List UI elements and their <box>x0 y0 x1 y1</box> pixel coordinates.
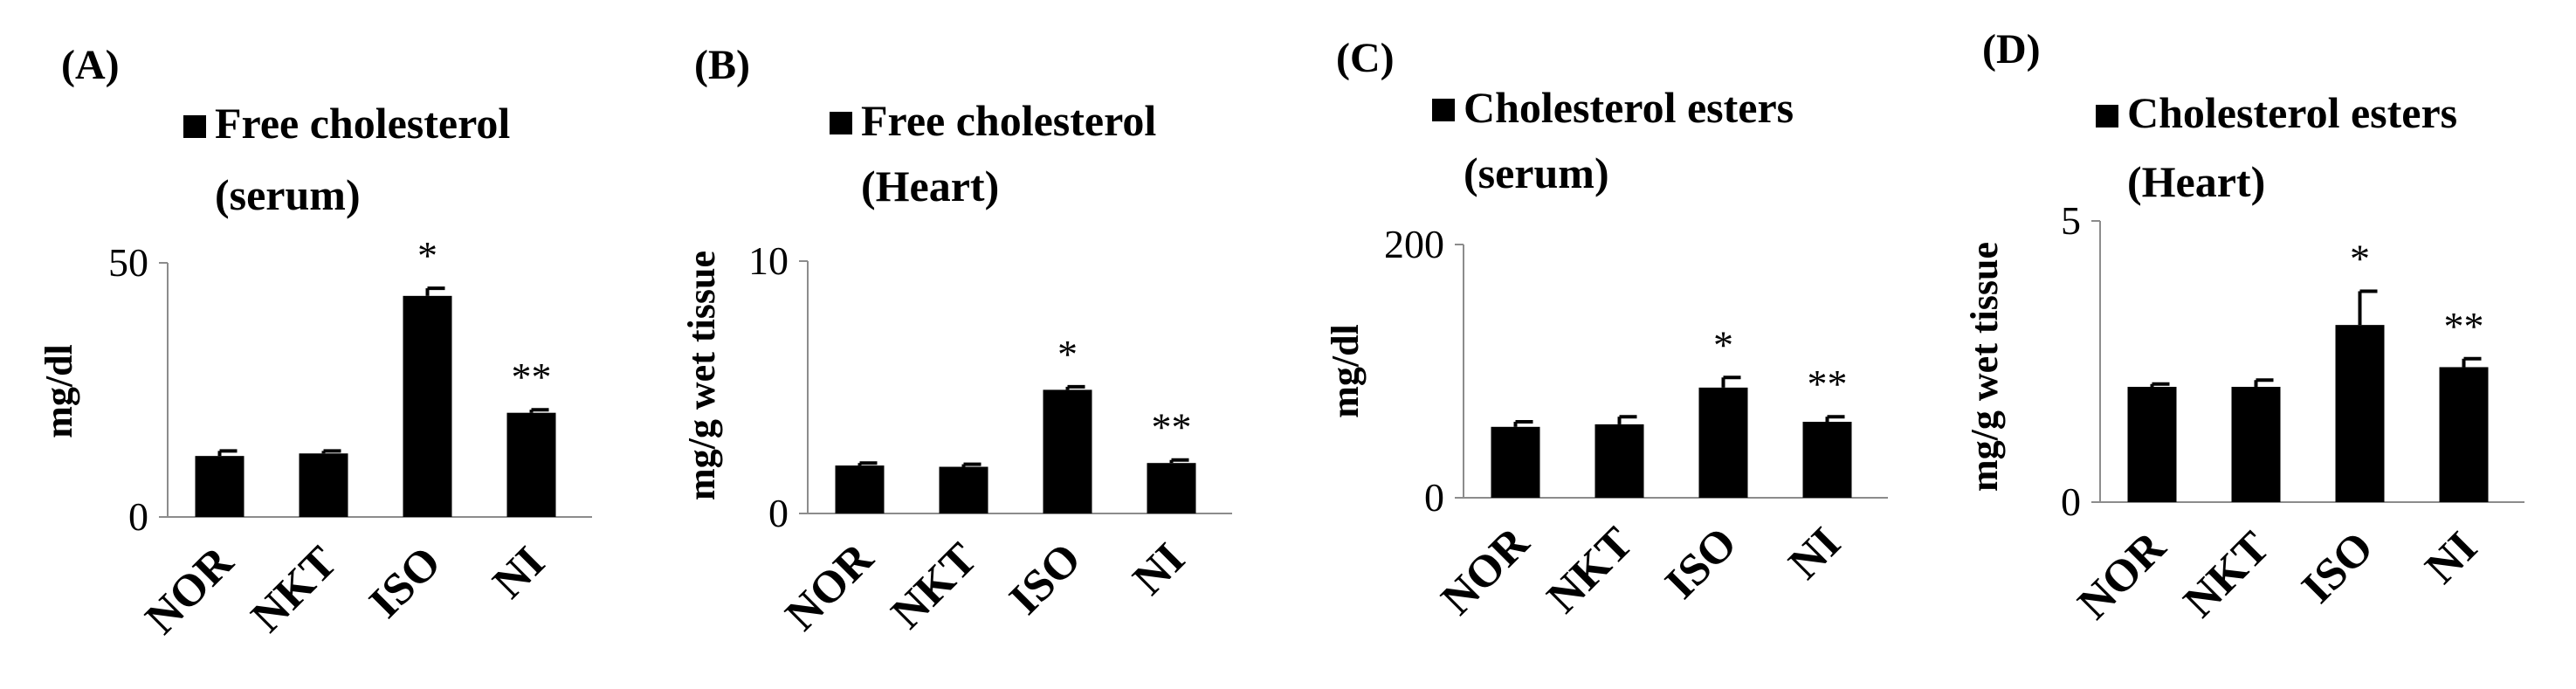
panel-label: (C) <box>1336 35 1395 81</box>
chart-title: Cholesterol esters <box>2127 88 2457 137</box>
x-tick-label-iso: ISO <box>2292 522 2383 613</box>
x-tick-label-ni: NI <box>1780 518 1850 589</box>
significance-marker: * <box>1057 332 1078 376</box>
bar-nor <box>195 456 245 517</box>
y-tick-label: 5 <box>2061 198 2081 243</box>
y-tick-label: 0 <box>2061 479 2081 524</box>
y-axis-label: mg/g wet tissue <box>680 251 723 500</box>
bar-iso <box>1698 387 1748 498</box>
x-tick-label-nor: NOR <box>2069 521 2176 629</box>
chart-title: Cholesterol esters <box>1464 83 1794 132</box>
bar-ni <box>506 412 556 517</box>
significance-marker: * <box>1713 322 1733 367</box>
legend-swatch <box>2096 105 2118 127</box>
panel-label: (A) <box>61 42 120 88</box>
x-tick-label-nkt: NKT <box>882 534 987 638</box>
y-axis-label: mg/dl <box>1324 324 1367 418</box>
x-tick-label-iso: ISO <box>360 537 451 628</box>
bar-nor <box>835 465 885 513</box>
y-axis-label: mg/g wet tissue <box>1963 242 2006 492</box>
bar-nkt <box>1595 424 1644 498</box>
bar-nor <box>2127 386 2177 502</box>
panel-c: (C) Cholesterol esters (serum) 0 200 mg/dl NOR… <box>1324 35 1888 624</box>
x-tick-label-iso: ISO <box>1000 534 1091 624</box>
bar-nkt <box>939 466 988 513</box>
y-tick-label: 0 <box>1424 475 1444 520</box>
chart-subtitle: (Heart) <box>2127 157 2265 206</box>
legend-swatch <box>830 112 852 134</box>
x-tick-label-nkt: NKT <box>2174 522 2279 627</box>
significance-marker: * <box>417 233 437 278</box>
significance-marker: ** <box>1808 362 1848 406</box>
x-tick-label-nor: NOR <box>776 533 884 640</box>
panel-label: (B) <box>694 42 750 88</box>
x-tick-label-ni: NI <box>2416 522 2487 593</box>
y-tick-label: 10 <box>748 238 789 283</box>
panel-a: (A) Free cholesterol (serum) 0 50 mg/dl NOR NKT… <box>38 42 592 644</box>
chart-title: Free cholesterol <box>861 96 1156 145</box>
significance-marker: ** <box>2444 304 2484 348</box>
bar-nkt <box>299 453 348 517</box>
y-tick-label: 50 <box>108 240 148 285</box>
bar-ni <box>1147 463 1196 513</box>
x-tick-label-ni: NI <box>484 537 554 608</box>
y-tick-label: 0 <box>128 494 148 539</box>
chart-subtitle: (serum) <box>215 170 361 219</box>
panel-label: (D) <box>1982 26 2041 72</box>
chart-subtitle: (serum) <box>1464 148 1609 197</box>
significance-marker: ** <box>1152 405 1192 450</box>
x-tick-label-nkt: NKT <box>242 537 347 642</box>
chart-title: Free cholesterol <box>215 99 510 148</box>
y-tick-label: 0 <box>768 491 789 535</box>
x-tick-label-ni: NI <box>1124 534 1195 604</box>
panel-d: (D) Cholesterol esters (Heart) 0 5 mg/g wet t… <box>1963 26 2524 629</box>
significance-marker: * <box>2350 237 2370 281</box>
x-tick-label-nor: NOR <box>136 536 244 644</box>
legend-swatch <box>1432 99 1455 121</box>
legend-swatch <box>183 115 206 138</box>
significance-marker: ** <box>512 355 552 399</box>
bar-ni <box>1802 422 1852 498</box>
x-tick-label-nor: NOR <box>1432 517 1539 624</box>
x-tick-label-iso: ISO <box>1656 518 1746 609</box>
x-tick-label-nkt: NKT <box>1538 518 1643 623</box>
bar-nor <box>1491 426 1540 498</box>
y-axis-label: mg/dl <box>38 344 80 438</box>
panel-b: (B) Free cholesterol (Heart) 0 10 mg/g wet ti… <box>680 42 1232 640</box>
y-tick-label: 200 <box>1384 222 1444 266</box>
bar-iso <box>2335 325 2385 502</box>
bar-ni <box>2439 367 2489 502</box>
chart-subtitle: (Heart) <box>861 162 999 210</box>
bar-iso <box>403 295 452 517</box>
bar-nkt <box>2231 386 2281 502</box>
bar-iso <box>1043 389 1092 513</box>
